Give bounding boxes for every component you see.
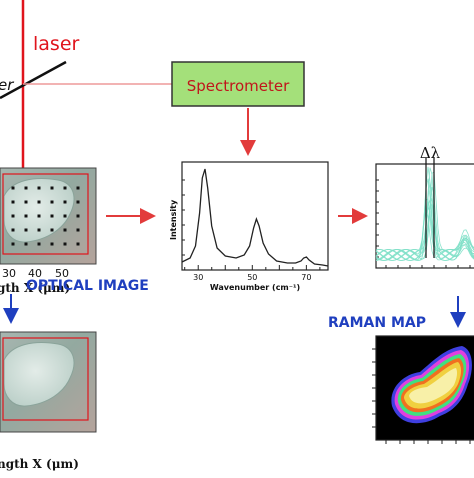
scan-point [63, 200, 67, 204]
spectrum-ylabel: Intensity [169, 199, 178, 240]
scan-point [50, 228, 54, 232]
scan-point [63, 214, 67, 218]
scan-point [24, 214, 28, 218]
scan-point [63, 186, 67, 190]
x-tick-label: 70 [301, 273, 311, 282]
scan-point [50, 186, 54, 190]
raman-map-heat [391, 346, 472, 424]
scan-region [2, 337, 89, 421]
raman-map-title: RAMAN MAP [328, 315, 426, 331]
scan-point [63, 242, 67, 246]
optical-image-top: 30 40 50 gth X (μm) [0, 167, 97, 295]
scan-point [50, 214, 54, 218]
scan-point [76, 214, 80, 218]
scan-point [24, 228, 28, 232]
optical-top-tick-labels: 30 40 50 [2, 267, 69, 280]
scan-point [37, 200, 41, 204]
scan-point [76, 200, 80, 204]
scan-point [76, 242, 80, 246]
laser-label: laser [33, 33, 80, 55]
overlay-plot: Δλ [375, 144, 474, 269]
scan-grid-points [11, 186, 80, 246]
splitter-label: er [0, 76, 14, 94]
scan-point [11, 214, 15, 218]
tick-label: 40 [28, 267, 42, 280]
scan-point [11, 228, 15, 232]
scan-point [24, 186, 28, 190]
scan-point [11, 186, 15, 190]
raman-map-ticks [372, 348, 471, 444]
sample-flake [3, 178, 75, 243]
optical-bottom-axis-label: ngth X (μm) [0, 457, 79, 471]
delta-lambda-label: Δλ [420, 144, 441, 162]
scan-point [63, 228, 67, 232]
scan-point [50, 200, 54, 204]
x-tick-label: 30 [193, 273, 203, 282]
spectrum-plot: 30 50 70 Intensity Wavenumber (cm⁻¹) [169, 161, 329, 292]
x-tick-label: 50 [247, 273, 257, 282]
raman-map [372, 335, 474, 444]
scan-point [24, 200, 28, 204]
scan-point [37, 242, 41, 246]
scan-point [37, 228, 41, 232]
tick-label: 30 [2, 267, 16, 280]
scan-point [24, 242, 28, 246]
scan-point [37, 186, 41, 190]
tick-label: 50 [55, 267, 69, 280]
optical-image-bottom: ngth X (μm) [0, 331, 97, 471]
spectrum-ticks: 30 50 70 [182, 179, 321, 282]
optical-top-axis-label: gth X (μm) [0, 281, 70, 295]
scan-region [2, 173, 89, 255]
scan-point [11, 242, 15, 246]
scan-point [76, 228, 80, 232]
spectrum-frame [181, 161, 329, 271]
overlay-ticks [376, 179, 471, 268]
scan-point [37, 214, 41, 218]
scan-point [50, 242, 54, 246]
sample-flake [3, 342, 75, 407]
spectrum-xlabel: Wavenumber (cm⁻¹) [210, 283, 300, 292]
spectrometer-box [171, 61, 305, 107]
scan-point [76, 186, 80, 190]
beam-splitter [0, 60, 67, 100]
scan-point [11, 200, 15, 204]
optical-image-title: OPTICAL IMAGE [26, 278, 149, 294]
spectrometer-label: Spectrometer [187, 77, 290, 95]
spectrum-line [181, 168, 329, 267]
